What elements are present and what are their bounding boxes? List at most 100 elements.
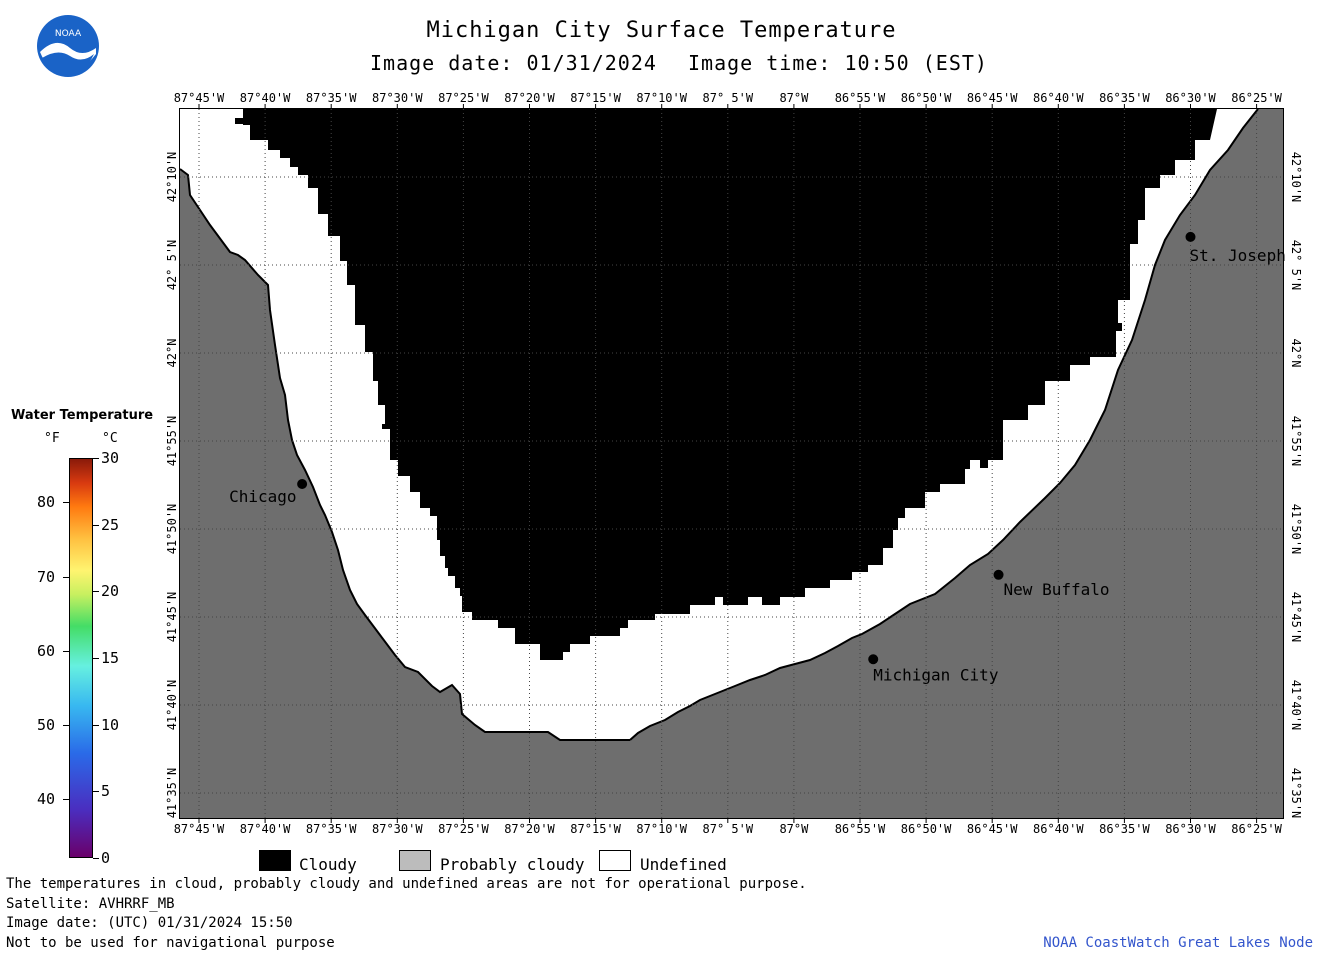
legend-label-undefined: Undefined (640, 855, 727, 874)
svg-text:NOAA: NOAA (55, 29, 82, 39)
lon-label-bottom: 87°35'W (306, 822, 357, 836)
noaa-logo: NOAA (37, 15, 99, 77)
image-date: Image date: 01/31/2024 (370, 51, 657, 75)
lat-label-left: 42°N (165, 339, 179, 368)
lon-label-top: 87°35'W (306, 91, 357, 105)
legend-swatch-undefined (599, 850, 631, 871)
city-marker (993, 569, 1004, 580)
lon-label-bottom: 86°40'W (1033, 822, 1084, 836)
lon-label-bottom: 87° 5'W (703, 822, 754, 836)
city-label: Chicago (229, 487, 296, 506)
colorbar-c-tick (93, 658, 99, 659)
lon-label-bottom: 86°35'W (1099, 822, 1150, 836)
colorbar-f-label: 50 (37, 715, 56, 734)
footer-satellite: Satellite: AVHRRF_MB (6, 896, 175, 912)
west-shoreline (179, 168, 630, 741)
colorbar-c-label: 0 (101, 849, 111, 867)
land-area (180, 109, 1283, 818)
lon-label-top: 87°25'W (438, 91, 489, 105)
image-time: Image time: 10:50 (EST) (688, 51, 988, 75)
lon-label-top: 87°W (779, 91, 809, 105)
city-label: St. Joseph (1190, 246, 1286, 265)
colorbar (69, 458, 93, 858)
lon-label-bottom: 87°20'W (504, 822, 555, 836)
colorbar-c-tick (93, 791, 99, 793)
lon-label-top: 86°55'W (835, 91, 886, 105)
colorbar-f-tick (63, 724, 69, 726)
lon-label-top: 86°40'W (1033, 91, 1084, 105)
colorbar-f-tick (63, 502, 69, 504)
lat-label-left: 41°35'N (165, 768, 179, 819)
colorbar-f-tick (63, 798, 69, 800)
colorbar-c-tick (93, 724, 99, 726)
footer-utc-date: Image date: (UTC) 01/31/2024 15:50 (6, 915, 293, 931)
colorbar-c-label: 20 (101, 582, 120, 601)
lon-label-top: 87°15'W (570, 91, 621, 105)
east-shoreline (629, 108, 1259, 741)
lat-label-right: 42°N (1289, 339, 1303, 368)
colorbar-c-label: 5 (101, 782, 111, 801)
lat-label-right: 41°50'N (1289, 504, 1303, 555)
colorbar-f-tick (63, 650, 69, 652)
city-marker (868, 654, 879, 665)
lon-label-bottom: 87°10'W (636, 822, 687, 836)
colorbar-f-label: 70 (37, 567, 56, 586)
footer-disclaimer: The temperatures in cloud, probably clou… (6, 876, 807, 892)
lon-label-top: 86°50'W (901, 91, 952, 105)
lon-label-bottom: 86°50'W (901, 822, 952, 836)
colorbar-c-label: 30 (101, 449, 120, 467)
lon-label-top: 86°35'W (1099, 91, 1150, 105)
credit-link[interactable]: NOAA CoastWatch Great Lakes Node (1043, 935, 1313, 951)
colorbar-f-label: 40 (37, 789, 56, 808)
lon-label-top: 87°10'W (636, 91, 687, 105)
lat-label-right: 41°35'N (1289, 768, 1303, 819)
lat-label-right: 42° 5'N (1289, 240, 1303, 291)
lat-label-left: 42° 5'N (165, 240, 179, 291)
colorbar-c-tick (93, 591, 99, 593)
unit-f-label: °F (44, 431, 60, 446)
city-marker (1185, 231, 1196, 242)
cloudy-area (235, 109, 1217, 660)
lat-label-right: 42°10'N (1289, 152, 1303, 203)
legend-label-probably-cloudy: Probably cloudy (440, 855, 585, 874)
city-label: New Buffalo (1004, 580, 1110, 599)
lat-label-right: 41°45'N (1289, 592, 1303, 643)
lon-label-bottom: 86°55'W (835, 822, 886, 836)
colorbar-f-label: 80 (37, 493, 56, 512)
colorbar-c-label: 10 (101, 715, 120, 734)
map-title: Michigan City Surface Temperature (426, 18, 897, 43)
lon-label-top: 87° 5'W (703, 91, 754, 105)
legend-swatch-probably-cloudy (399, 850, 431, 871)
lon-label-top: 86°30'W (1165, 91, 1216, 105)
lon-label-bottom: 86°25'W (1231, 822, 1282, 836)
lat-label-right: 41°40'N (1289, 680, 1303, 731)
lon-label-bottom: 87°30'W (372, 822, 423, 836)
city-marker (297, 478, 308, 489)
lon-label-top: 86°25'W (1231, 91, 1282, 105)
colorbar-c-label: 15 (101, 649, 120, 667)
legend-swatch-cloudy (259, 850, 291, 871)
lat-label-right: 41°55'N (1289, 416, 1303, 467)
colorbar-f-label: 60 (37, 641, 56, 660)
lon-label-bottom: 86°30'W (1165, 822, 1216, 836)
lon-label-top: 87°40'W (240, 91, 291, 105)
lon-label-top: 87°30'W (372, 91, 423, 105)
lon-label-top: 87°20'W (504, 91, 555, 105)
lon-label-bottom: 87°45'W (174, 822, 225, 836)
colorbar-c-tick (93, 458, 99, 459)
lat-label-left: 41°55'N (165, 416, 179, 467)
lat-label-left: 42°10'N (165, 152, 179, 203)
lon-label-bottom: 87°W (779, 822, 809, 836)
colorbar-title: Water Temperature (11, 408, 154, 423)
unit-c-label: °C (102, 431, 118, 446)
colorbar-c-tick (93, 858, 99, 859)
legend-label-cloudy: Cloudy (299, 855, 357, 874)
city-label: Michigan City (873, 665, 999, 684)
colorbar-c-tick (93, 524, 99, 526)
lat-label-left: 41°40'N (165, 680, 179, 731)
colorbar-c-label: 25 (101, 515, 120, 534)
lon-label-bottom: 87°40'W (240, 822, 291, 836)
lon-label-top: 87°45'W (174, 91, 225, 105)
lon-label-bottom: 87°25'W (438, 822, 489, 836)
